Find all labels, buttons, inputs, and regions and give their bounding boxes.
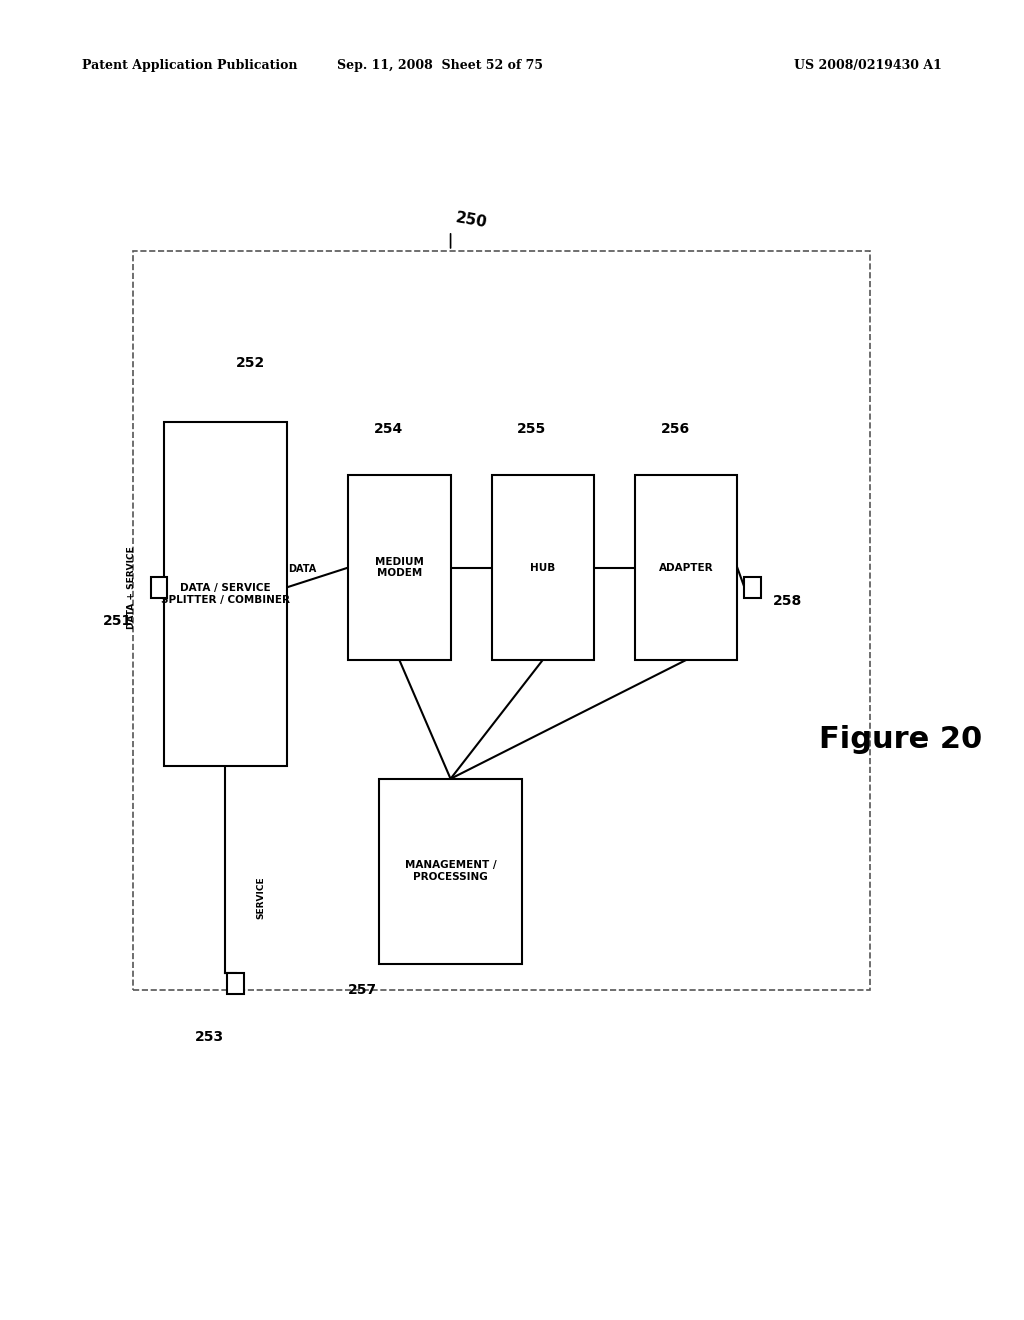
Text: 250: 250 (454, 211, 488, 231)
Text: DATA + SERVICE: DATA + SERVICE (127, 546, 135, 628)
Text: SERVICE: SERVICE (257, 876, 265, 919)
FancyBboxPatch shape (744, 577, 761, 598)
FancyBboxPatch shape (379, 779, 522, 964)
Text: Figure 20: Figure 20 (819, 725, 983, 754)
Text: DATA: DATA (288, 564, 316, 574)
FancyBboxPatch shape (227, 973, 244, 994)
Text: 252: 252 (236, 355, 265, 370)
Text: HUB: HUB (530, 562, 555, 573)
Text: DATA / SERVICE
SPLITTER / COMBINER: DATA / SERVICE SPLITTER / COMBINER (161, 583, 290, 605)
Text: US 2008/0219430 A1: US 2008/0219430 A1 (795, 59, 942, 73)
Text: 256: 256 (660, 421, 689, 436)
Text: 254: 254 (374, 421, 403, 436)
Text: ADAPTER: ADAPTER (658, 562, 714, 573)
FancyBboxPatch shape (348, 475, 451, 660)
Text: 255: 255 (517, 421, 547, 436)
Text: 253: 253 (195, 1030, 223, 1044)
Text: 258: 258 (773, 594, 803, 607)
FancyBboxPatch shape (133, 251, 870, 990)
Text: MANAGEMENT /
PROCESSING: MANAGEMENT / PROCESSING (404, 861, 497, 882)
FancyBboxPatch shape (151, 577, 167, 598)
FancyBboxPatch shape (164, 422, 287, 766)
FancyBboxPatch shape (635, 475, 737, 660)
Text: MEDIUM
MODEM: MEDIUM MODEM (375, 557, 424, 578)
FancyBboxPatch shape (492, 475, 594, 660)
Text: 257: 257 (348, 982, 377, 997)
Text: Sep. 11, 2008  Sheet 52 of 75: Sep. 11, 2008 Sheet 52 of 75 (337, 59, 544, 73)
Text: Patent Application Publication: Patent Application Publication (82, 59, 297, 73)
Text: 251: 251 (102, 614, 132, 628)
